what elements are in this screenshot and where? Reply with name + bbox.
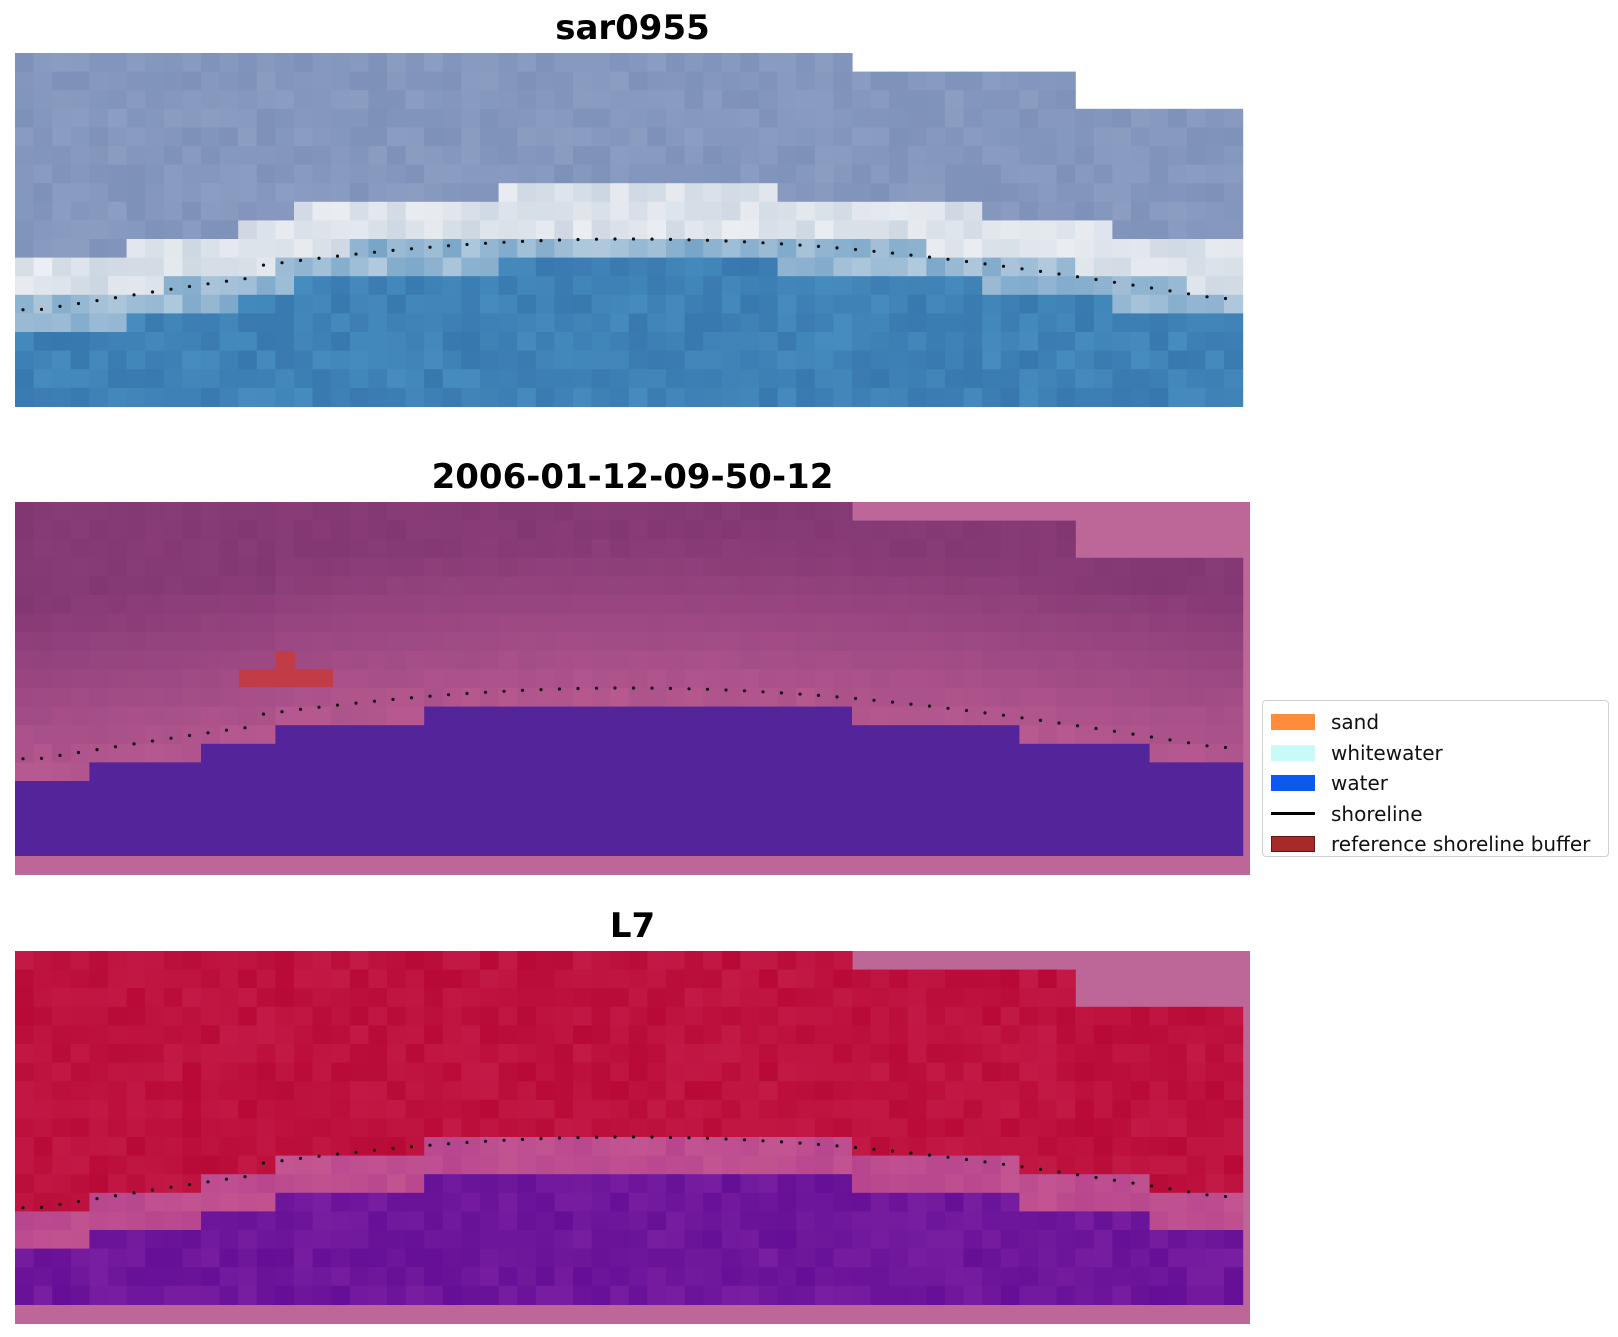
legend-item-shoreline: shoreline (1271, 799, 1600, 830)
panel-title-classified: 2006-01-12-09-50-12 (431, 457, 834, 497)
legend: sand whitewater water shoreline referenc… (1262, 700, 1609, 857)
legend-item-reference-buffer: reference shoreline buffer (1271, 829, 1600, 860)
index-shoreline (21, 1135, 1228, 1210)
classified-raster (15, 502, 1244, 856)
panel-rgb-image (15, 53, 1250, 408)
rgb-raster (15, 53, 1244, 407)
panel-index-image (15, 951, 1250, 1324)
reference-buffer (239, 669, 333, 687)
legend-label-water: water (1331, 771, 1388, 796)
panel-title-index: L7 (609, 906, 656, 946)
classified-shoreline (21, 686, 1228, 761)
legend-label-whitewater: whitewater (1331, 740, 1443, 765)
legend-item-sand: sand (1271, 707, 1600, 738)
legend-label-reference-buffer: reference shoreline buffer (1331, 832, 1591, 857)
reference-buffer-tip (276, 651, 295, 669)
legend-swatch-water (1271, 775, 1315, 792)
index-raster (15, 951, 1244, 1305)
rgb-shoreline (21, 237, 1228, 312)
legend-label-sand: sand (1331, 710, 1380, 735)
legend-label-shoreline: shoreline (1331, 801, 1423, 826)
legend-item-whitewater: whitewater (1271, 738, 1600, 769)
legend-swatch-whitewater (1271, 744, 1315, 761)
legend-swatch-shoreline (1271, 812, 1315, 816)
panel-classified-image (15, 502, 1250, 875)
legend-item-water: water (1271, 768, 1600, 799)
legend-swatch-sand (1271, 714, 1315, 731)
legend-swatch-reference-buffer (1271, 836, 1315, 853)
panel-title-rgb: sar0955 (555, 8, 710, 48)
